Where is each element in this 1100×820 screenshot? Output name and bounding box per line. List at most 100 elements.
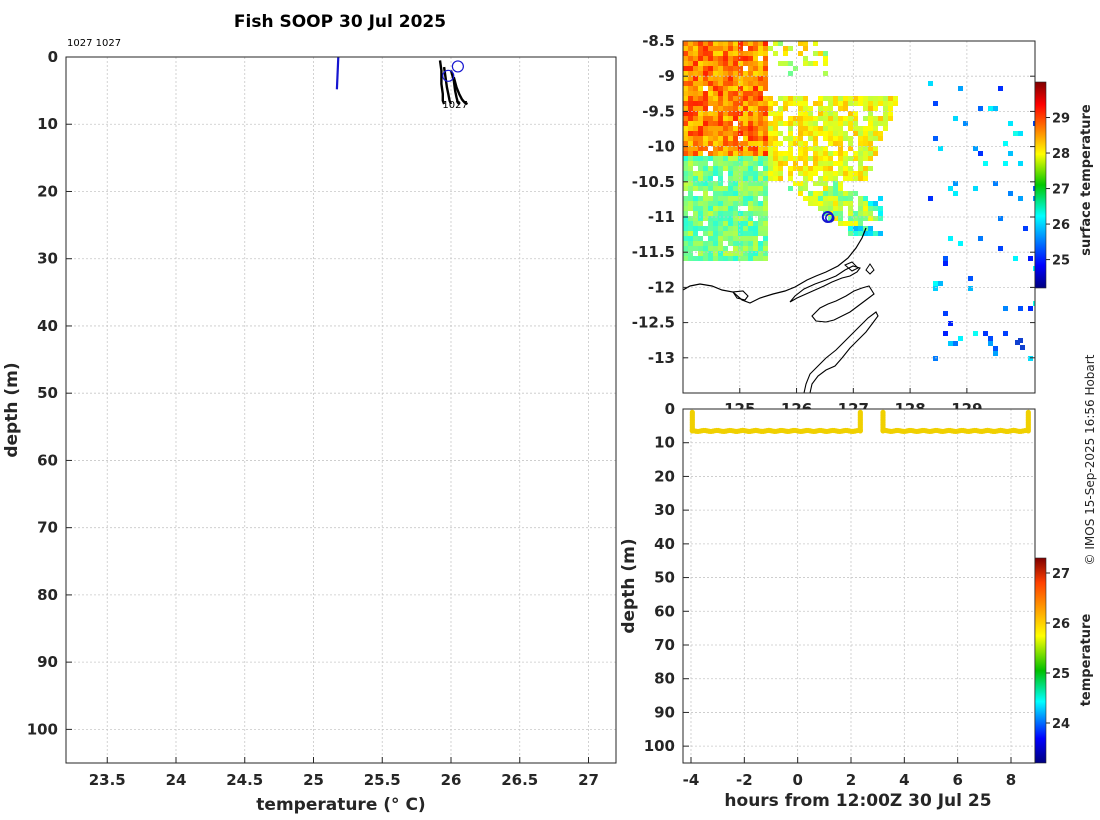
sst-cell — [713, 51, 718, 56]
sst-cell — [738, 56, 743, 61]
sst-cell — [758, 76, 763, 81]
sst-cell — [823, 211, 828, 216]
sst-cell — [718, 121, 723, 126]
sst-cell — [708, 56, 713, 61]
sst-cell — [733, 186, 738, 191]
vessel-position-circle — [824, 213, 835, 223]
sst-cell — [783, 136, 788, 141]
sst-cell — [698, 106, 703, 111]
sst-cell — [878, 101, 883, 106]
sst-cell — [708, 96, 713, 101]
sst-cell — [868, 166, 873, 171]
sst-cell — [763, 166, 768, 171]
sst-cell — [738, 116, 743, 121]
sst-cell — [733, 181, 738, 186]
sst-cell — [788, 156, 793, 161]
sst-cell — [748, 231, 753, 236]
sst-cell — [738, 191, 743, 196]
sst-cell — [738, 186, 743, 191]
sst-cell — [733, 176, 738, 181]
sst-cell — [688, 161, 693, 166]
sst-cell — [823, 151, 828, 156]
sst-cell — [743, 71, 748, 76]
sst-cell — [788, 151, 793, 156]
sst-cell — [733, 246, 738, 251]
sst-cell — [733, 56, 738, 61]
sst-cell — [778, 171, 783, 176]
sst-cell — [718, 241, 723, 246]
sst-cell — [863, 211, 868, 216]
profile-y-tick-label: 40 — [37, 317, 58, 335]
sst-cell — [713, 246, 718, 251]
sst-cell — [1033, 266, 1035, 271]
sst-cell — [723, 161, 728, 166]
sst-cell — [828, 161, 833, 166]
sst-cell — [843, 106, 848, 111]
sst-cell — [748, 131, 753, 136]
sst-cell — [868, 141, 873, 146]
sst-cell — [803, 176, 808, 181]
sst-cell — [738, 226, 743, 231]
map-colorbar-ticks: 25 26 27 28 29 — [1046, 112, 1070, 269]
sst-cell — [758, 146, 763, 151]
sst-cell — [748, 86, 753, 91]
sst-cell — [818, 191, 823, 196]
sst-cell — [973, 331, 978, 336]
sst-cell — [738, 141, 743, 146]
sst-cell — [848, 171, 853, 176]
sst-cell — [698, 141, 703, 146]
sst-cell — [698, 166, 703, 171]
sst-cell — [733, 201, 738, 206]
sst-cell — [978, 236, 983, 241]
sst-cell — [738, 176, 743, 181]
sst-cell — [1028, 256, 1033, 261]
sst-cell — [718, 126, 723, 131]
sst-cell — [838, 106, 843, 111]
sst-cell — [738, 241, 743, 246]
sst-cell — [993, 106, 998, 111]
coastline-rock-1 — [844, 261, 859, 272]
sst-cell — [698, 81, 703, 86]
sst-cell — [838, 116, 843, 121]
sst-cell — [848, 136, 853, 141]
sst-cell — [968, 286, 973, 291]
sst-cell — [728, 106, 733, 111]
sst-cell — [818, 126, 823, 131]
sst-cell — [733, 51, 738, 56]
sst-cell — [748, 91, 753, 96]
sst-cell — [753, 71, 758, 76]
sst-cell — [708, 226, 713, 231]
sst-cell — [713, 41, 718, 46]
sst-cell — [768, 136, 773, 141]
sst-cell — [798, 96, 803, 101]
sst-cell — [713, 241, 718, 246]
sst-cell — [858, 131, 863, 136]
sst-cell — [703, 101, 708, 106]
sst-cell — [833, 176, 838, 181]
sst-cell — [733, 131, 738, 136]
sst-cell — [693, 151, 698, 156]
sst-cell — [688, 181, 693, 186]
map-colorbar — [1034, 81, 1047, 289]
sst-cell — [813, 141, 818, 146]
sst-cell — [803, 156, 808, 161]
sst-cell — [798, 156, 803, 161]
sst-cell — [693, 101, 698, 106]
sst-cell — [823, 61, 828, 66]
sst-cell — [783, 96, 788, 101]
sst-cell — [683, 141, 688, 146]
sst-cell — [788, 131, 793, 136]
sst-cell — [743, 251, 748, 256]
sst-cell — [843, 131, 848, 136]
sst-cell — [858, 166, 863, 171]
sst-cell — [853, 131, 858, 136]
sst-cell — [828, 151, 833, 156]
sst-cell — [863, 171, 868, 176]
sst-cell — [868, 216, 873, 221]
sst-cell — [723, 251, 728, 256]
sst-cell — [713, 71, 718, 76]
sst-cell — [693, 116, 698, 121]
sst-cell — [843, 161, 848, 166]
sst-cell — [688, 61, 693, 66]
sst-cell — [843, 121, 848, 126]
